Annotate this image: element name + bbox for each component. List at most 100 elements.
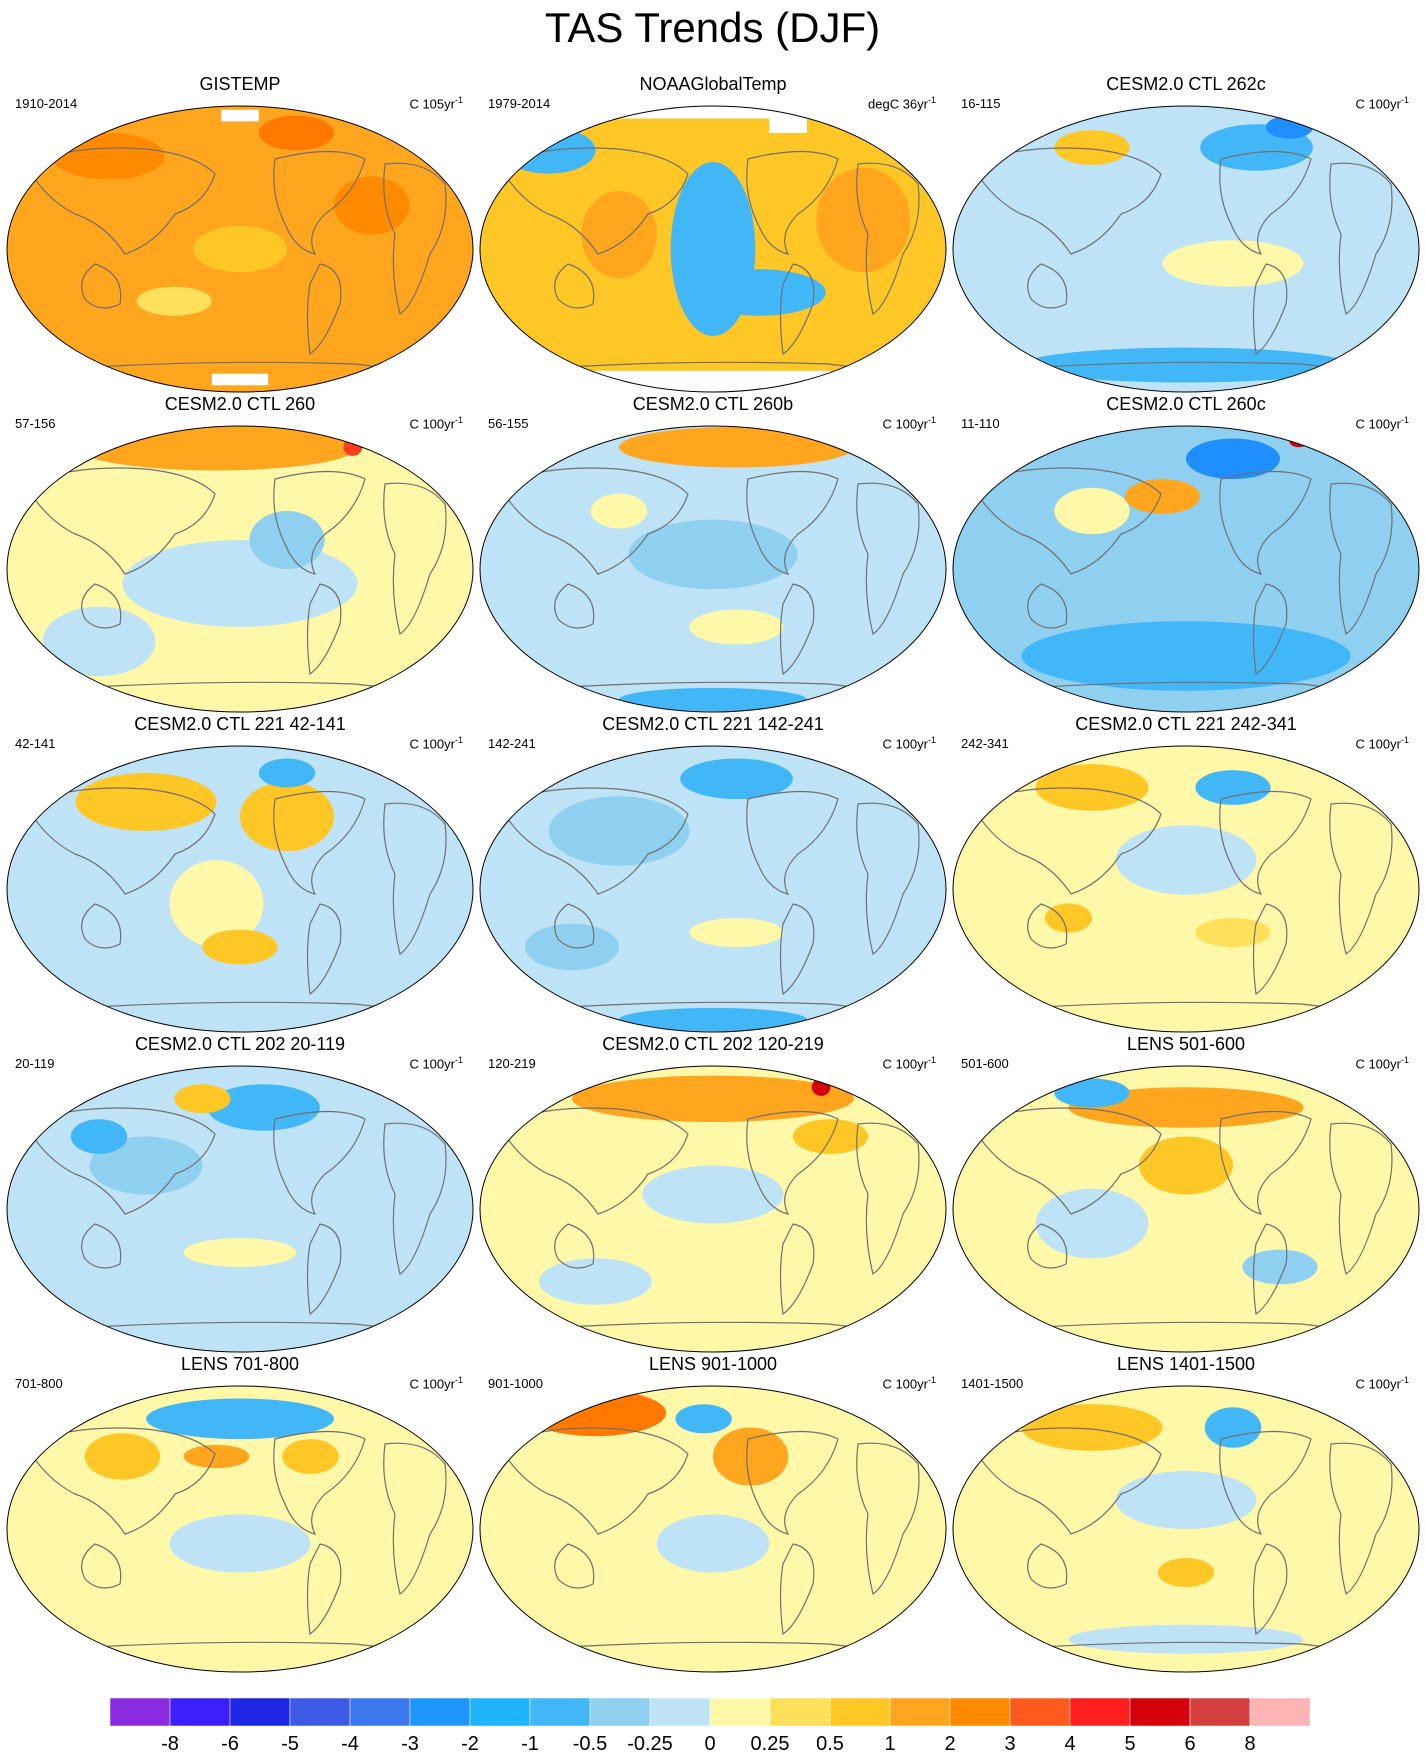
coastline [746,470,839,575]
panel-units-text: C 105yr [409,96,455,112]
coastline [497,147,689,255]
coastline [383,162,447,315]
coastline [1027,263,1068,309]
map-boundary [479,745,947,1033]
coastline [81,1543,122,1589]
trend-region [146,1398,334,1440]
panel-units-text: C 100yr [1355,416,1401,432]
trend-region [1124,479,1201,514]
coastline [746,1430,839,1535]
colorbar-swatch [169,1698,231,1727]
colorbar-label: 0 [704,1733,715,1754]
colorbar-swatch [349,1698,411,1727]
colorbar-swatch [709,1698,771,1727]
map-panel: LENS 501-600 501-600 C 100yr-1 [951,1034,1421,1354]
missing-data-region [769,115,807,133]
panel-units: C 100yr-1 [882,732,936,752]
map-boundary [6,745,474,1033]
coastline [1252,903,1288,996]
panel-units-exponent: -1 [454,1055,463,1065]
colorbar-swatch [469,1698,531,1727]
panel-years: 701-800 [15,1376,63,1391]
panel-title: LENS 501-600 [1126,1034,1246,1054]
panel-units-exponent: -1 [454,1375,463,1385]
coastline [1252,263,1288,356]
coastline [856,802,920,955]
trend-region [1115,825,1257,895]
panel-units-text: C 100yr [1355,96,1401,112]
panel-units-text: C 100yr [882,416,928,432]
trend-region [1068,1624,1304,1654]
coastline [273,790,366,895]
trend-region [689,918,784,947]
panel-units-text: C 100yr [1355,1056,1401,1072]
coastline [273,1430,366,1535]
colorbar-label: -2 [461,1733,479,1754]
panel-title: GISTEMP [199,74,281,94]
coastline [970,147,1162,255]
map-svg [6,105,474,393]
map-panel: NOAAGlobalTemp 1979-2014 degC 36yr-1 [478,74,948,394]
trend-region [590,493,648,529]
panel-title: CESM2.0 CTL 202 120-219 [602,1034,824,1054]
panel-title: CESM2.0 CTL 221 42-141 [134,714,346,734]
trend-region [1195,770,1271,805]
colorbar-label: 2 [944,1733,955,1754]
map-panel: CESM2.0 CTL 202 20-119 20-119 C 100yr-1 [5,1034,475,1354]
trend-region [1054,130,1130,165]
colorbar-label: -1 [521,1733,539,1754]
panel-units: C 100yr-1 [882,412,936,432]
panel-years: 120-219 [488,1056,536,1071]
colorbar-swatch [1129,1698,1191,1727]
panel-units-exponent: -1 [454,95,463,105]
colorbar-label: -6 [221,1733,239,1754]
trend-region [89,1136,203,1195]
colorbar-swatch [1189,1698,1251,1727]
panel-units-text: C 100yr [882,736,928,752]
coastline [1027,1543,1068,1589]
trend-region [84,1433,161,1480]
coastline [554,263,595,309]
panel-years: 42-141 [15,736,56,751]
trend-region [680,758,793,800]
coastline [1329,162,1393,315]
trend-region [258,758,316,788]
coastline [856,162,920,315]
map-panel: GISTEMP 1910-2014 C 105yr-1 [5,74,475,394]
map-panel: LENS 701-800 701-800 C 100yr-1 [5,1354,475,1674]
panel-units-exponent: -1 [1400,1375,1409,1385]
panel-units-text: C 100yr [1355,736,1401,752]
map-boundary [479,1065,947,1353]
coastline [1219,150,1312,255]
trend-region [122,540,358,627]
trend-region [193,225,287,273]
coastline [856,1442,920,1595]
trend-region [1035,1188,1149,1259]
colorbar-label: 0.5 [816,1733,844,1754]
colorbar-swatch [769,1698,831,1727]
coastline [1329,1442,1393,1595]
map-svg [6,425,474,713]
panel-units-text: C 100yr [409,1376,455,1392]
coastline [1027,903,1068,949]
map-panel: LENS 901-1000 901-1000 C 100yr-1 [478,1354,948,1674]
coastline [856,1122,920,1275]
coastline [1329,1122,1393,1275]
trend-region [334,176,410,235]
colorbar-svg: -8 -6 -5 -4 -3 -2 -1 -0.5 -0.25 0 0.25 0.5 1 2 3 4 5 6 8 [109,1698,1311,1754]
coastline [497,467,689,575]
map-panel: CESM2.0 CTL 221 142-241 142-241 C 100yr-1 [478,714,948,1034]
colorbar-swatch [889,1698,951,1727]
colorbar-swatch [589,1698,651,1727]
panel-units-exponent: -1 [927,95,936,105]
panel-title: CESM2.0 CTL 260c [1106,394,1266,414]
trend-region [1021,347,1351,383]
trend-region [70,1119,128,1154]
trend-region [619,426,854,468]
colorbar-label: 5 [1124,1733,1135,1754]
panel-title: LENS 901-1000 [648,1354,778,1374]
trend-region [1021,1404,1163,1451]
panel-units-exponent: -1 [1400,95,1409,105]
map-svg [952,425,1420,713]
map-svg [952,745,1420,1033]
